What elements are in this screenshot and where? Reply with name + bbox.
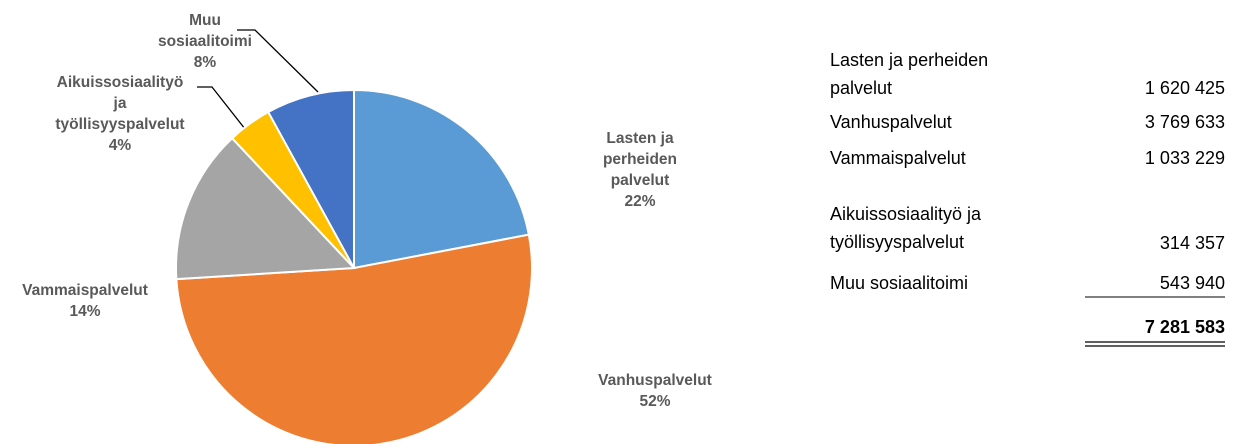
row-value: 543 940 bbox=[1159, 273, 1225, 293]
percent-label: 22% bbox=[624, 193, 656, 210]
slice-label: Aikuissosiaalityö ja työllisyyspalvelut 4… bbox=[50, 72, 190, 156]
percent-label: 14% bbox=[69, 303, 101, 320]
row-value: 314 357 bbox=[1159, 233, 1225, 253]
category-label: Lasten ja perheiden palvelut bbox=[602, 130, 678, 189]
category-label: Vammaispalvelut bbox=[22, 282, 148, 299]
pie-slice bbox=[175, 136, 357, 281]
row-label: Vanhuspalvelut bbox=[830, 112, 952, 132]
category-label: Aikuissosiaalityö ja työllisyyspalvelut bbox=[55, 74, 185, 133]
percent-label: 52% bbox=[639, 393, 671, 410]
pie-slice bbox=[353, 88, 531, 270]
slice-label: Vammaispalvelut 14% bbox=[15, 280, 155, 322]
pie-slice bbox=[175, 233, 533, 444]
category-label: Vanhuspalvelut bbox=[598, 372, 712, 389]
row-value: 3 769 633 bbox=[1144, 112, 1225, 132]
category-label: Muu sosiaalitoimi bbox=[158, 12, 252, 50]
row-value: 1 620 425 bbox=[1144, 78, 1225, 98]
slice-label: Lasten ja perheiden palvelut 22% bbox=[590, 128, 690, 212]
percent-label: 8% bbox=[193, 54, 217, 71]
row-label: Aikuissosiaalityö ja työllisyyspalvelut bbox=[830, 204, 982, 252]
row-value: 1 033 229 bbox=[1144, 148, 1225, 168]
total-value: 7 281 583 bbox=[1144, 317, 1225, 337]
pie-slice bbox=[266, 88, 355, 269]
slice-label: Muu sosiaalitoimi 8% bbox=[145, 10, 265, 73]
row-label: Vammaispalvelut bbox=[830, 148, 966, 168]
row-label: Muu sosiaalitoimi bbox=[830, 273, 969, 293]
leader-line bbox=[237, 29, 319, 93]
percent-label: 4% bbox=[108, 137, 132, 154]
row-label: Lasten ja perheiden palvelut bbox=[830, 50, 989, 98]
slice-label: Vanhuspalvelut 52% bbox=[585, 370, 725, 412]
